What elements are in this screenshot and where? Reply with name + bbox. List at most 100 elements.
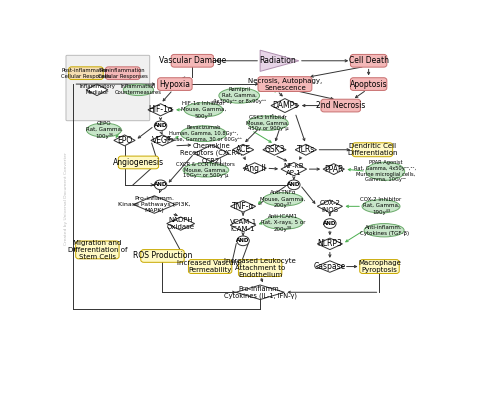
Text: GSK3: GSK3 [264,145,284,154]
Polygon shape [263,144,286,155]
Text: Angiogenesis: Angiogenesis [113,158,164,167]
Text: DAMPs: DAMPs [272,101,298,110]
FancyBboxPatch shape [188,260,232,274]
Ellipse shape [366,162,405,180]
FancyBboxPatch shape [68,67,103,79]
Text: Chemokine
Receptors (CXCR4,
CCR2): Chemokine Receptors (CXCR4, CCR2) [180,143,243,164]
FancyBboxPatch shape [321,99,360,112]
Text: 2nd Necrosis: 2nd Necrosis [316,101,366,110]
Ellipse shape [180,126,226,141]
Ellipse shape [184,103,223,117]
Text: Necrosis, Autophagy,
Senescence: Necrosis, Autophagy, Senescence [248,77,322,90]
Text: Radiation: Radiation [259,56,296,65]
Text: PPAR: PPAR [324,165,344,174]
Text: VCAM-1
ICAM-1: VCAM-1 ICAM-1 [230,219,256,231]
Text: Migration and
Differentiation of
Stem Cells: Migration and Differentiation of Stem Ce… [68,240,127,260]
FancyBboxPatch shape [66,55,150,121]
Polygon shape [148,104,173,116]
Polygon shape [323,163,344,174]
FancyBboxPatch shape [141,250,184,262]
Text: HIF-1α Inhibitor
Mouse, Gamma,
500y³³: HIF-1α Inhibitor Mouse, Gamma, 500y³³ [181,101,226,119]
Text: ROS Production: ROS Production [133,252,192,261]
Text: COX-2
iNOS: COX-2 iNOS [320,200,340,213]
Text: Pre-inflammation
Cellular Responses: Pre-inflammation Cellular Responses [98,68,148,79]
Text: NADPH
Oxidase: NADPH Oxidase [166,217,194,230]
Circle shape [324,219,336,228]
Circle shape [288,180,300,190]
Polygon shape [134,196,175,213]
FancyBboxPatch shape [118,156,158,169]
FancyBboxPatch shape [106,67,140,79]
Polygon shape [151,135,174,146]
Polygon shape [318,200,342,213]
FancyBboxPatch shape [171,54,214,67]
FancyBboxPatch shape [76,241,119,259]
Text: Vascular Damage: Vascular Damage [158,56,226,65]
Text: Anti-ICAM1
Rat, X-rays, 5 or
200y³⁸: Anti-ICAM1 Rat, X-rays, 5 or 200y³⁸ [260,214,305,231]
Text: CEPO
Rat, Gamma,
100y³⁶: CEPO Rat, Gamma, 100y³⁶ [86,121,122,139]
FancyBboxPatch shape [258,77,312,92]
Text: Post-inflammation
Cellular Responses: Post-inflammation Cellular Responses [61,68,111,79]
FancyBboxPatch shape [360,260,399,274]
Text: Apoptosis: Apoptosis [350,79,388,88]
FancyBboxPatch shape [238,260,282,277]
Ellipse shape [124,84,154,95]
Polygon shape [281,162,306,176]
FancyBboxPatch shape [158,78,192,90]
Text: Increased Leukocyte
Attachment to
Endothelium: Increased Leukocyte Attachment to Endoth… [224,258,296,278]
Text: VEGF: VEGF [152,136,172,145]
Text: NLRP3: NLRP3 [318,239,342,248]
Polygon shape [316,261,344,272]
Text: Dendritic Cell
Differentiation: Dendritic Cell Differentiation [347,143,398,156]
Text: AND: AND [323,221,336,226]
Text: Pro-Inflamm.
Cytokines (IL-1, IFN-γ): Pro-Inflamm. Cytokines (IL-1, IFN-γ) [224,286,296,299]
Text: AND: AND [236,238,250,243]
Text: TLRs: TLRs [296,145,315,154]
Polygon shape [236,285,284,299]
Text: Caspase: Caspase [314,262,346,271]
Text: AND: AND [154,123,167,129]
Ellipse shape [263,193,303,206]
Text: Pro-inflamm.
Kinase Pathways (PI3K,
MAPK): Pro-inflamm. Kinase Pathways (PI3K, MAPK… [118,196,190,213]
Text: Inflammatory
Mediator: Inflammatory Mediator [79,84,115,95]
FancyBboxPatch shape [352,143,393,157]
Text: Macrophage
Pyroptosis: Macrophage Pyroptosis [358,260,401,273]
Text: GSK3 Inhibitor
Mouse, Gamma,
450y or 900y³µ: GSK3 Inhibitor Mouse, Gamma, 450y or 900… [246,115,290,131]
Circle shape [237,236,250,246]
Polygon shape [232,144,254,155]
Text: HIF-1α: HIF-1α [148,105,173,114]
Text: NF-κB
AP-1: NF-κB AP-1 [284,163,304,176]
Polygon shape [318,238,342,250]
Text: EPO: EPO [117,136,132,145]
Ellipse shape [248,116,288,130]
Text: TNF-α: TNF-α [232,202,254,211]
Ellipse shape [183,163,228,177]
Text: Created by Universal Document Converter: Created by Universal Document Converter [64,152,68,245]
Polygon shape [260,50,299,72]
Circle shape [154,180,166,190]
Text: CXCR & CCR Inhibitors
Mouse, Gamma,
10Gy³⁴ or 500y³µ: CXCR & CCR Inhibitors Mouse, Gamma, 10Gy… [176,162,236,178]
Text: COX-2 Inhibitor
Rat, Gamma,
190y⁴³: COX-2 Inhibitor Rat, Gamma, 190y⁴³ [360,197,402,215]
Text: Ang II: Ang II [244,164,266,173]
Text: Hypoxia: Hypoxia [160,79,190,88]
Ellipse shape [362,200,400,213]
Text: Inflammation
Countermeasures: Inflammation Countermeasures [115,84,162,95]
Text: AND: AND [287,182,300,187]
Text: PPAR Agonist
Rat, Gamma, 4x50y⁴⁰,⁴¹,
Murine microglial cells,
Gamma, 10Gy⁴²: PPAR Agonist Rat, Gamma, 4x50y⁴⁰,⁴¹, Mur… [354,160,416,182]
Polygon shape [271,99,299,112]
FancyBboxPatch shape [350,54,387,67]
Polygon shape [295,144,316,155]
Polygon shape [230,200,256,212]
FancyBboxPatch shape [350,78,387,90]
Polygon shape [86,84,108,95]
Text: Bevacizumab
Human, Gamma, 10.8Gy³¹,
Mouse, Gamma, 30 or 60Gy³³: Bevacizumab Human, Gamma, 10.8Gy³¹, Mous… [166,125,242,142]
Ellipse shape [219,88,260,103]
Ellipse shape [263,216,303,230]
Text: Anti-TNFα
Mouse, Gamma,
200y³⁷: Anti-TNFα Mouse, Gamma, 200y³⁷ [260,191,306,208]
Polygon shape [230,219,256,232]
Polygon shape [114,135,135,146]
Ellipse shape [364,224,404,237]
Text: ACE: ACE [236,145,250,154]
Circle shape [154,121,166,131]
Polygon shape [166,217,194,230]
